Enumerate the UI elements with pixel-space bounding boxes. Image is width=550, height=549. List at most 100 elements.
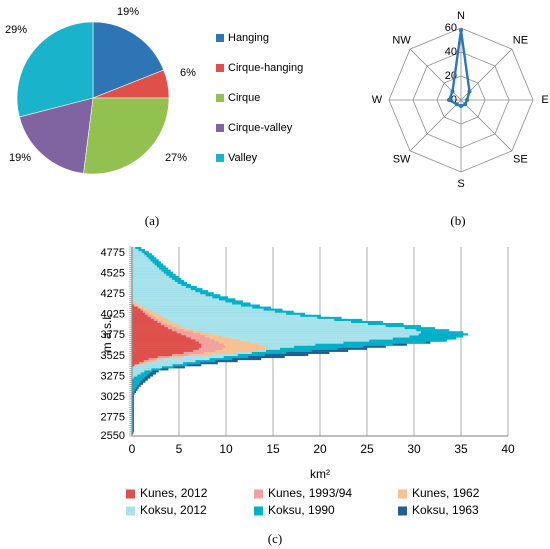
bar-kunes-2012-3875 [132,325,165,328]
series-kunes-2012 [132,304,202,367]
pie-label-cirque-valley: 19% [9,152,31,164]
y-tick-3025: 3025 [101,391,125,403]
bar-koksu-2012-4225 [132,296,213,299]
bar-kunes-2012-3400 [132,364,135,367]
legend-label-kunes-1993-94: Kunes, 1993/94 [268,486,352,500]
bar-koksu-2012-3725 [132,337,393,340]
bar-kunes-2012-4125 [132,304,134,307]
legend-label-hanging: Hanging [228,32,269,44]
bar-koksu-2012-4125 [132,304,242,307]
bar-koksu-1990-3050 [132,392,134,396]
radar-point-e [465,98,469,102]
caption-a: (a) [145,213,159,228]
pie-label-cirque-hanging: 6% [180,67,196,79]
bar-koksu-2012-4800 [132,249,139,252]
bar-kunes-2012-3600 [132,347,199,350]
bar-koksu-2012-3450 [132,359,196,363]
bar-koksu-2012-3400 [132,364,173,367]
y-tick-2775: 2775 [101,411,125,423]
bar-koksu-2012-3750 [132,335,410,338]
radar-spoke-se [460,99,513,152]
bar-kunes-2012-4100 [132,306,138,309]
bar-koksu-2012-3475 [132,357,210,361]
bar-koksu-2012-4450 [132,277,172,281]
bar-koksu-2012-3900 [132,323,368,326]
bar-koksu-1990-3275 [132,374,148,377]
hypsometry-x-tick-labels: 0 5 10 15 20 25 30 35 40 [129,442,515,456]
bar-koksu-2012-3375 [132,366,162,369]
bar-kunes-1962-4125 [132,304,140,307]
bar-kunes-2012-3625 [132,345,202,348]
pie-slice-valley [16,21,94,118]
radar-dir-nw: NW [392,35,411,47]
bar-kunes-2012-3850 [132,327,168,330]
radar-dir-sw: SW [393,153,411,165]
legend-label-koksu-2012: Koksu, 2012 [140,503,207,517]
x-tick-15: 15 [266,442,280,456]
bar-kunes-2012-3775 [132,333,182,336]
bar-kunes-2012-4000 [132,314,148,317]
y-axis-label: m a.s.l. [100,314,114,353]
legend-label-kunes-2012: Kunes, 2012 [140,486,208,500]
bar-koksu-2012-3250 [132,376,134,379]
radar-ring-label-40: 40 [445,46,457,58]
bar-koksu-2012-4250 [132,294,206,297]
bar-kunes-2012-3575 [132,349,194,352]
bar-kunes-2012-3650 [132,343,202,346]
bar-koksu-2012-3975 [132,316,318,320]
bar-koksu-2012-4600 [132,265,157,268]
x-tick-20: 20 [313,442,327,456]
legend-label-cirque: Cirque [228,92,260,104]
bar-kunes-2012-3500 [132,355,158,359]
bar-koksu-2012-3875 [132,325,386,328]
bar-koksu-2012-4700 [132,257,149,260]
bar-koksu-2012-4325 [132,288,191,291]
y-tick-3525: 3525 [101,350,125,362]
bar-koksu-2012-4400 [132,281,178,285]
bar-koksu-2012-4725 [132,255,147,258]
bar-koksu-2012-4775 [132,251,142,254]
bar-koksu-2012-3275 [132,374,138,377]
radar-point-sw [454,102,459,107]
radar-point-nw [450,89,455,94]
legend-swatch-valley [216,154,224,162]
bar-kunes-2012-4050 [132,310,143,313]
bar-kunes-2012-3825 [132,329,172,332]
legend-swatch-kunes-1993-94 [254,489,263,499]
bar-koksu-1990-3225 [132,378,143,381]
bar-koksu-2012-3425 [132,362,184,365]
bar-koksu-2012-3800 [132,331,422,334]
legend-swatch-koksu-1990 [254,506,263,516]
bar-kunes-2012-3950 [132,318,154,322]
bar-koksu-1990-3175 [132,382,140,385]
bar-koksu-1990-3200 [132,380,141,383]
x-tick-40: 40 [501,442,515,456]
bar-kunes-2012-4075 [132,308,141,311]
x-tick-5: 5 [176,442,183,456]
radar-dir-e: E [541,94,548,106]
caption-c: (c) [268,531,282,546]
bar-koksu-2012-3325 [132,370,145,373]
bar-kunes-2012-3750 [132,335,187,338]
bar-koksu-2012-4000 [132,314,301,317]
radar-point-s [459,104,463,108]
bar-koksu-2012-4100 [132,306,253,309]
pie-label-hanging: 19% [117,6,139,18]
bar-koksu-1990-3150 [132,384,138,387]
radar-point-w [447,98,451,102]
bar-koksu-1990-3075 [132,390,135,393]
pie-chart [16,21,170,175]
hypsometry-legend: Kunes, 2012 Kunes, 1993/94 Kunes, 1962 Koks… [126,486,480,517]
bar-koksu-2012-4475 [132,275,170,278]
radar-dir-ne: NE [513,35,528,47]
bar-koksu-2012-4200 [132,298,219,301]
radar-point-ne [467,89,472,94]
hypsometry-axes [129,246,508,437]
legend-swatch-cirque [216,94,224,102]
hypsometry-y-tick-labels: 4775 4525 4275 4025 3775 3525 3275 3025 2775 2550 [101,247,125,442]
bar-kunes-1962-4150 [132,302,137,305]
radar-ring-label-60: 60 [445,22,457,34]
radar-dir-se: SE [513,153,528,165]
bar-koksu-2012-3825 [132,329,417,332]
